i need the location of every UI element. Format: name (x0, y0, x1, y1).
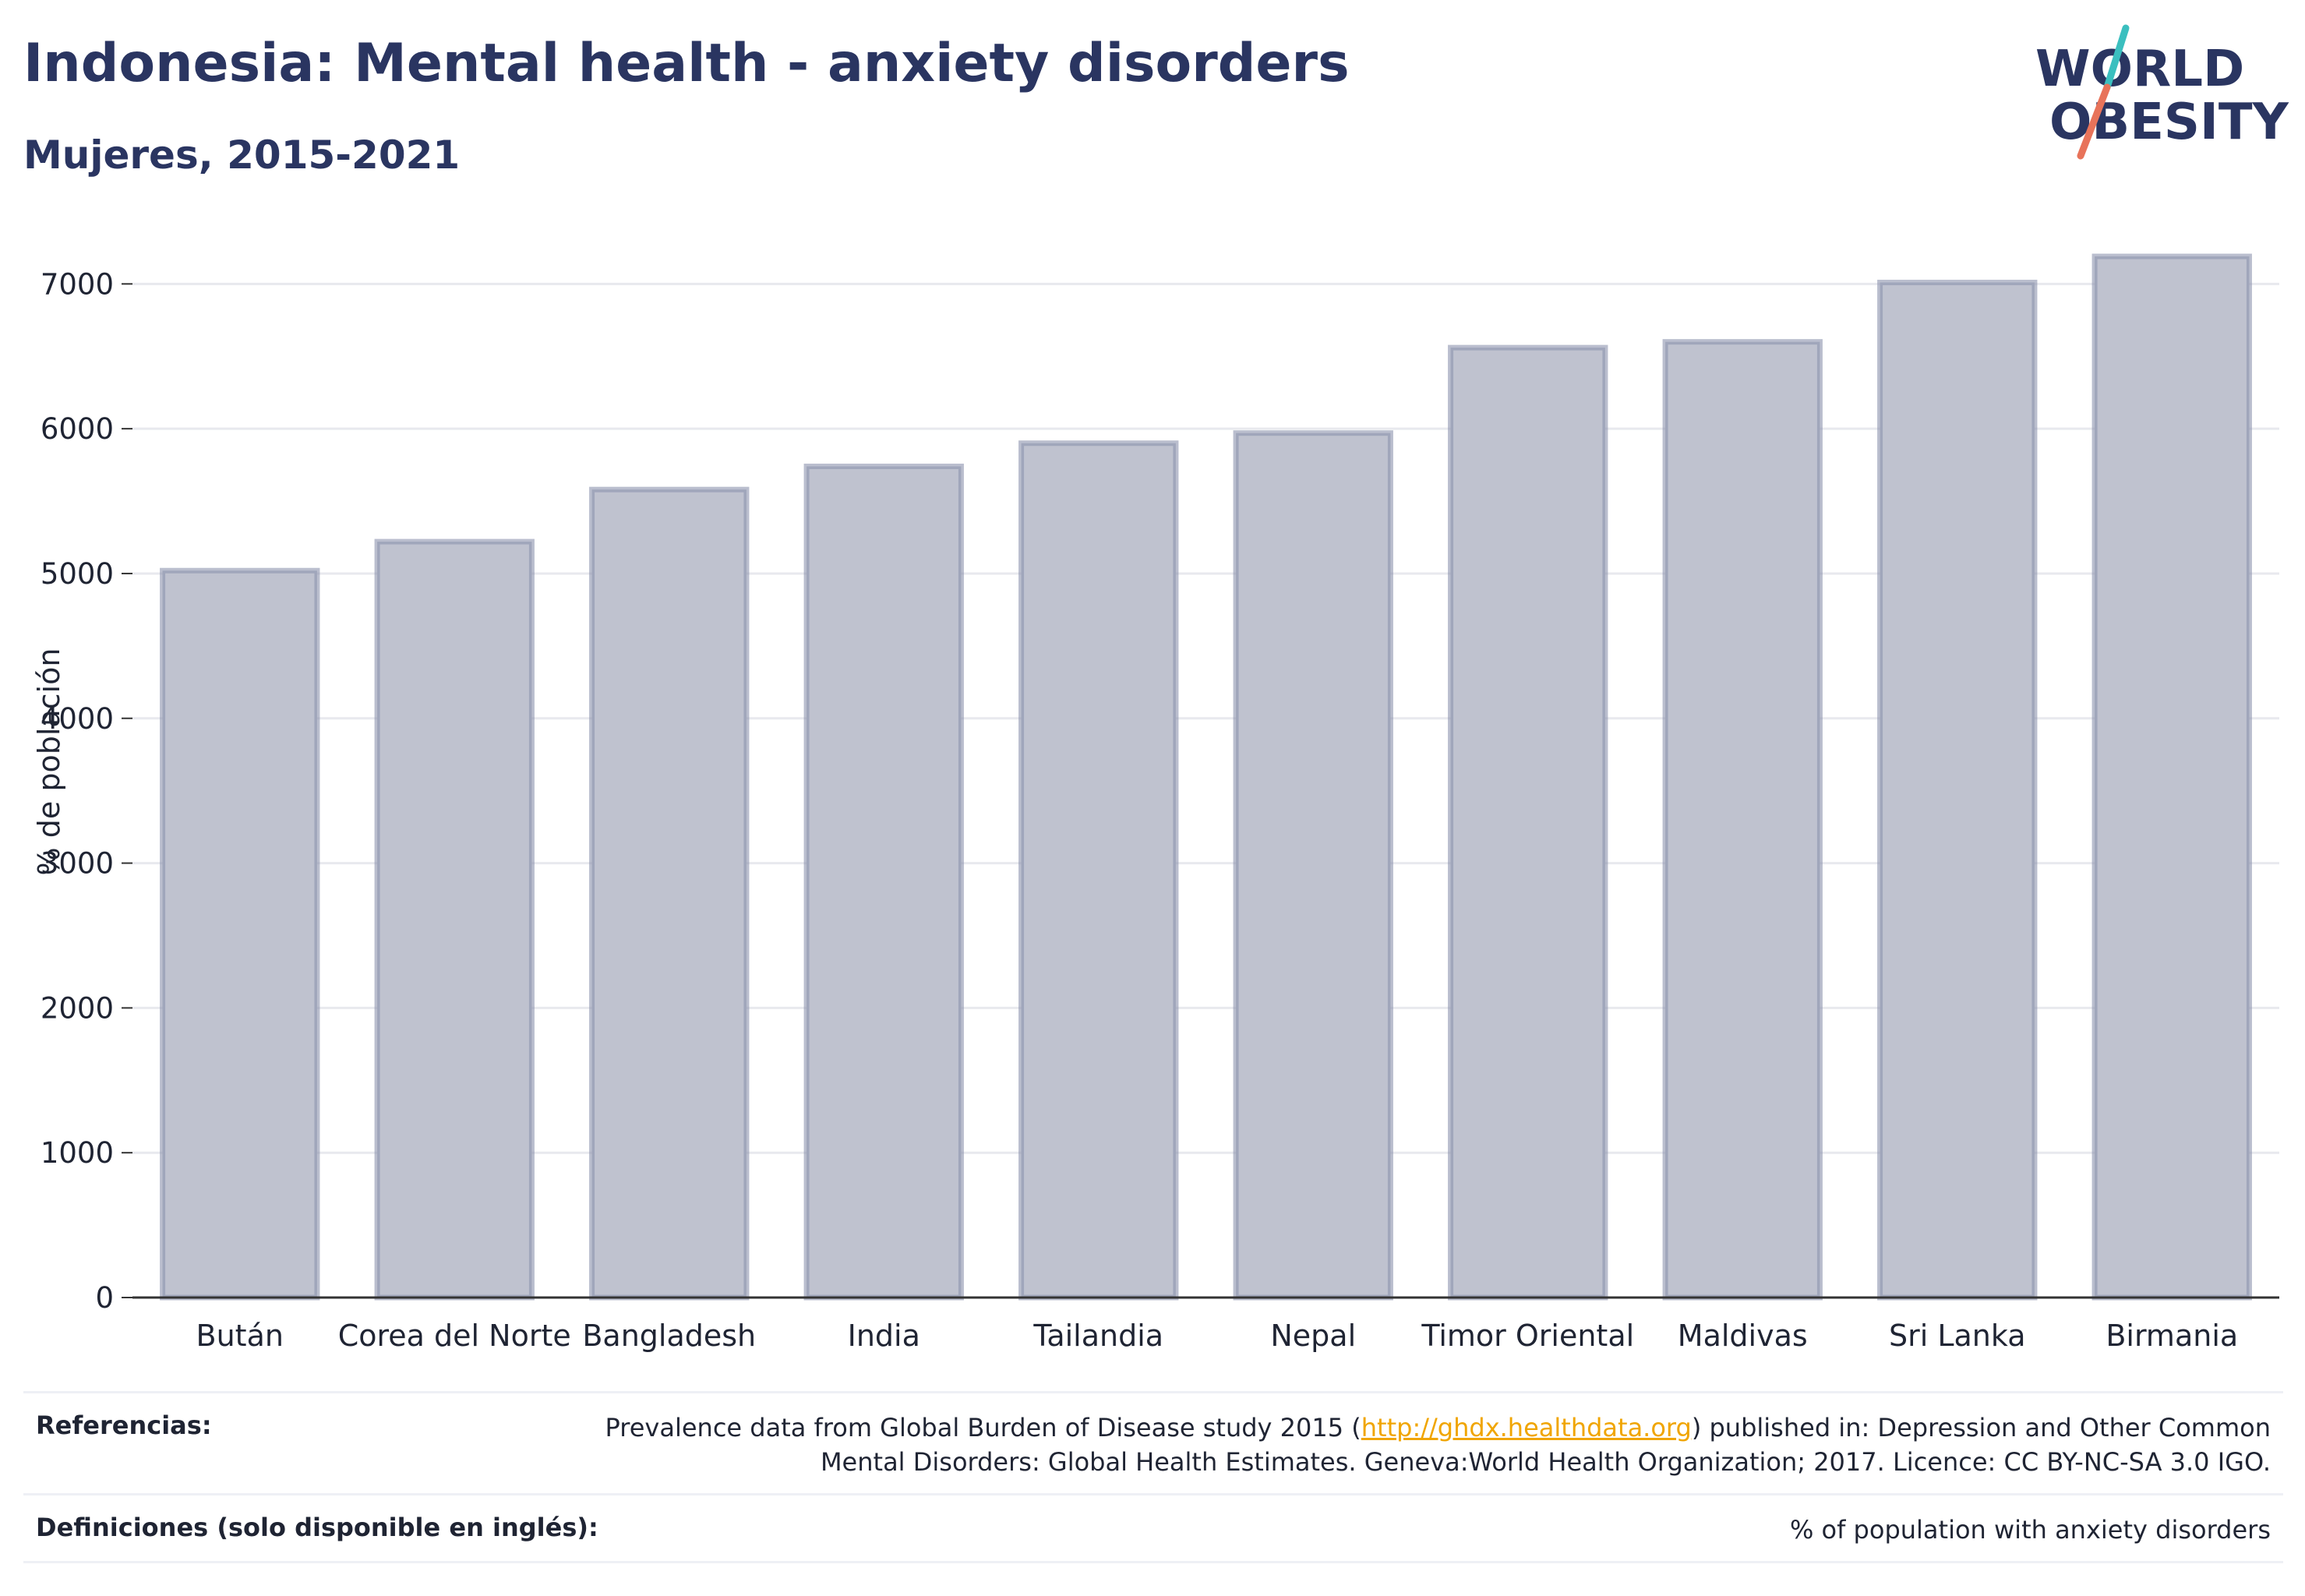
references-row: Referencias: Prevalence data from Global… (23, 1393, 2283, 1493)
references-link[interactable]: http://ghdx.healthdata.org (1361, 1413, 1692, 1442)
x-tick-label: Bangladesh (582, 1319, 756, 1353)
y-tick-label: 4000 (41, 702, 114, 736)
y-tick-label: 2000 (41, 991, 114, 1025)
y-tick-label: 5000 (41, 557, 114, 591)
y-tick-labels: 0 1000 2000 3000 4000 5000 6000 7000 (41, 267, 132, 1315)
x-tick-labels: Bután Corea del Norte Bangladesh India Taila… (196, 1319, 2239, 1353)
chart-subtitle: Mujeres, 2015-2021 (23, 132, 461, 178)
x-tick-label: Sri Lanka (1889, 1319, 2026, 1353)
bars (160, 253, 2252, 1301)
bar (1018, 440, 1179, 1301)
references-text-after: ) published in: Depression and Other Com… (1691, 1413, 2271, 1442)
bar (1877, 279, 2038, 1301)
bar (160, 567, 320, 1301)
references-label: Referencias: (36, 1411, 212, 1440)
bar (589, 486, 750, 1301)
y-tick-label: 1000 (41, 1136, 114, 1170)
chart-footer: Referencias: Prevalence data from Global… (23, 1391, 2283, 1563)
footer-divider (23, 1391, 2283, 1393)
bar-chart: 0 1000 2000 3000 4000 5000 6000 7000 Bután Corea… (32, 253, 2279, 1353)
x-tick-label: India (848, 1319, 920, 1353)
references-text: Prevalence data from Global Burden of Di… (605, 1411, 2283, 1479)
definitions-row: Definiciones (solo disponible en inglés)… (23, 1495, 2283, 1561)
y-tick-label: 0 (95, 1281, 114, 1315)
bar (2091, 253, 2252, 1301)
definitions-text: % of population with anxiety disorders (1789, 1515, 2271, 1545)
bar (1448, 344, 1608, 1301)
x-tick-label: Timor Oriental (1421, 1319, 1634, 1353)
references-text-before: Prevalence data from Global Burden of Di… (605, 1413, 1361, 1442)
x-tick-label: Corea del Norte (338, 1319, 571, 1353)
logo-slash-top (2103, 24, 2130, 91)
logo-slash-bottom (2077, 83, 2111, 160)
x-tick-label: Birmania (2106, 1319, 2238, 1353)
x-tick-label: Maldivas (1678, 1319, 1808, 1353)
y-tick-label: 6000 (41, 412, 114, 446)
logo-word-world: WORLD (2035, 41, 2244, 98)
definitions-label: Definiciones (solo disponible en inglés)… (36, 1513, 598, 1542)
y-tick-label: 3000 (41, 847, 114, 881)
bar (1662, 339, 1823, 1301)
footer-divider (23, 1493, 2283, 1495)
x-tick-label: Tailandia (1032, 1319, 1163, 1353)
bar (803, 463, 964, 1301)
x-tick-label: Bután (196, 1319, 284, 1353)
x-tick-label: Nepal (1270, 1319, 1356, 1353)
bar (374, 538, 535, 1301)
bar (1233, 430, 1393, 1301)
world-obesity-logo: WORLD OBESITY (2035, 24, 2289, 160)
references-text-line2: Mental Disorders: Global Health Estimate… (820, 1447, 2271, 1477)
footer-divider (23, 1561, 2283, 1563)
y-tick-label: 7000 (41, 267, 114, 301)
y-axis-label: % de población (32, 648, 66, 876)
chart-title: Indonesia: Mental health - anxiety disor… (23, 33, 1350, 94)
